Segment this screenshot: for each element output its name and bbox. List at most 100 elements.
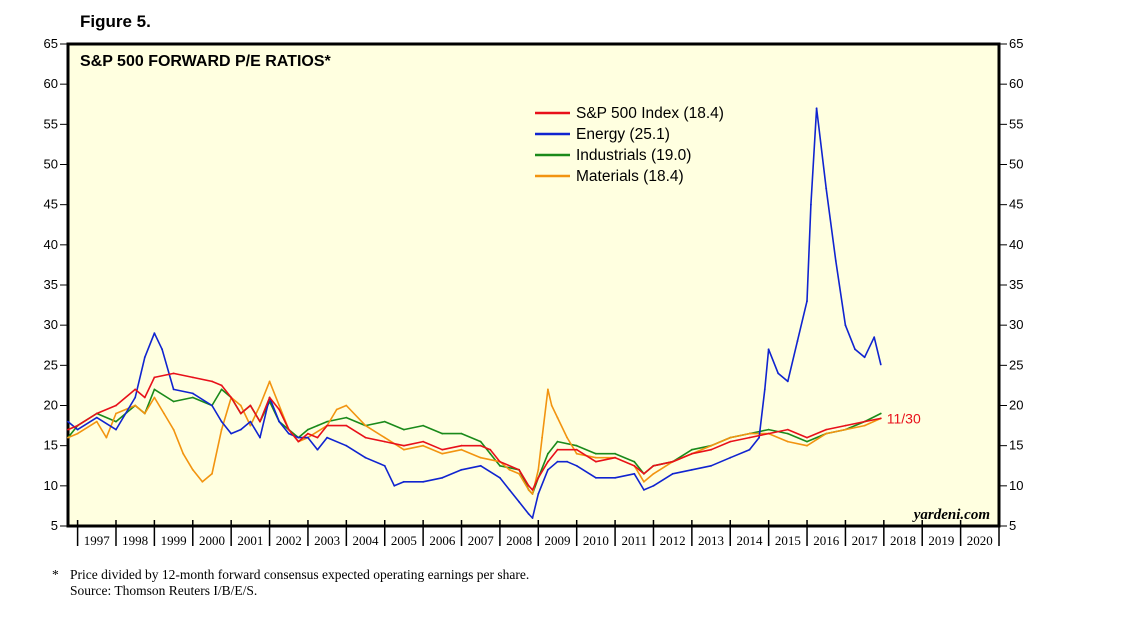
data-point [863, 420, 866, 423]
data-point [249, 404, 252, 407]
y-tick-label-right: 35 [1009, 277, 1023, 292]
y-tick-label-right: 45 [1009, 197, 1023, 212]
data-point [527, 484, 530, 487]
data-point [259, 436, 261, 439]
x-tick-label: 2017 [852, 533, 879, 548]
data-point [575, 464, 578, 467]
data-point [326, 420, 328, 423]
data-point [566, 460, 568, 463]
data-point [153, 376, 156, 379]
y-tick-label-left: 20 [44, 398, 58, 413]
data-point [556, 416, 559, 419]
x-tick-label: 2008 [506, 533, 532, 548]
data-point [671, 472, 674, 475]
data-point [844, 428, 847, 431]
data-point [76, 432, 79, 435]
data-point [422, 444, 424, 447]
data-point [76, 424, 79, 427]
data-point [854, 348, 856, 351]
data-point [383, 420, 386, 423]
y-axis-right: 5 10 15 20 25 30 35 40 45 50 55 60 65 [999, 36, 1023, 533]
y-tick-label-left: 45 [44, 197, 58, 212]
y-tick-label-right: 60 [1009, 76, 1023, 91]
legend-label: Materials (18.4) [576, 168, 684, 185]
data-point [153, 396, 156, 399]
data-point [278, 420, 281, 423]
data-point [643, 480, 645, 483]
date-annotation: 11/30 [887, 410, 921, 426]
data-point [729, 440, 732, 443]
data-point [844, 324, 847, 327]
series-line [67, 372, 881, 491]
data-point [95, 420, 98, 423]
y-tick-label-left: 30 [44, 317, 58, 332]
data-point [287, 428, 290, 431]
y-tick-label-left: 65 [44, 36, 58, 51]
data-point [143, 396, 146, 399]
data-point [499, 460, 501, 463]
data-point [383, 464, 386, 467]
data-point [422, 440, 424, 443]
data-point [383, 436, 386, 439]
y-tick-label-right: 5 [1009, 518, 1016, 533]
data-point [326, 436, 328, 439]
data-point [863, 424, 866, 427]
data-point [172, 400, 175, 403]
data-point [220, 428, 223, 431]
data-point [879, 363, 882, 366]
data-point [691, 468, 693, 471]
data-point [422, 480, 424, 483]
data-point [67, 436, 69, 439]
data-point [211, 380, 213, 383]
data-point [537, 476, 540, 479]
data-point [115, 404, 117, 407]
data-point [806, 440, 808, 443]
data-point [575, 452, 578, 455]
data-point [767, 348, 770, 351]
x-tick-label: 2019 [928, 533, 954, 548]
data-point [161, 348, 164, 351]
data-point [786, 380, 789, 383]
legend-label: S&P 500 Index (18.4) [576, 105, 724, 122]
data-point [537, 468, 540, 471]
data-point [710, 448, 712, 451]
y-tick-label-right: 15 [1009, 438, 1023, 453]
series-line [67, 107, 882, 519]
data-point [460, 432, 463, 435]
footnote-line-1: * Price divided by 12-month forward conse… [52, 567, 529, 583]
data-point [422, 424, 424, 427]
data-point [806, 444, 808, 447]
data-point [191, 376, 194, 379]
y-tick-label-right: 10 [1009, 478, 1023, 493]
data-point [643, 472, 645, 475]
data-point [441, 476, 444, 479]
x-tick-label: 2015 [775, 533, 801, 548]
y-tick-label-left: 35 [44, 277, 58, 292]
data-point [566, 436, 568, 439]
data-point [278, 404, 281, 407]
data-point [441, 448, 444, 451]
x-tick-label: 2013 [698, 533, 724, 548]
data-point [163, 412, 165, 415]
chart-title: S&P 500 FORWARD P/E RATIOS* [80, 53, 332, 70]
data-point [326, 424, 328, 427]
x-tick-label: 2016 [813, 533, 840, 548]
data-point [297, 436, 300, 439]
data-point [211, 472, 213, 475]
data-point [879, 417, 882, 420]
data-point [652, 472, 655, 475]
data-point [460, 444, 463, 447]
data-point [191, 392, 194, 395]
data-point [614, 476, 616, 479]
x-tick-label: 2020 [967, 533, 993, 548]
data-point [278, 408, 281, 411]
x-tick-label: 2002 [276, 533, 302, 548]
x-tick-label: 1999 [161, 533, 187, 548]
data-point [403, 448, 405, 451]
figure-label: Figure 5. [80, 12, 151, 31]
data-point [211, 404, 213, 407]
data-point [403, 444, 405, 447]
x-tick-label: 1997 [84, 533, 111, 548]
data-point [541, 436, 543, 439]
